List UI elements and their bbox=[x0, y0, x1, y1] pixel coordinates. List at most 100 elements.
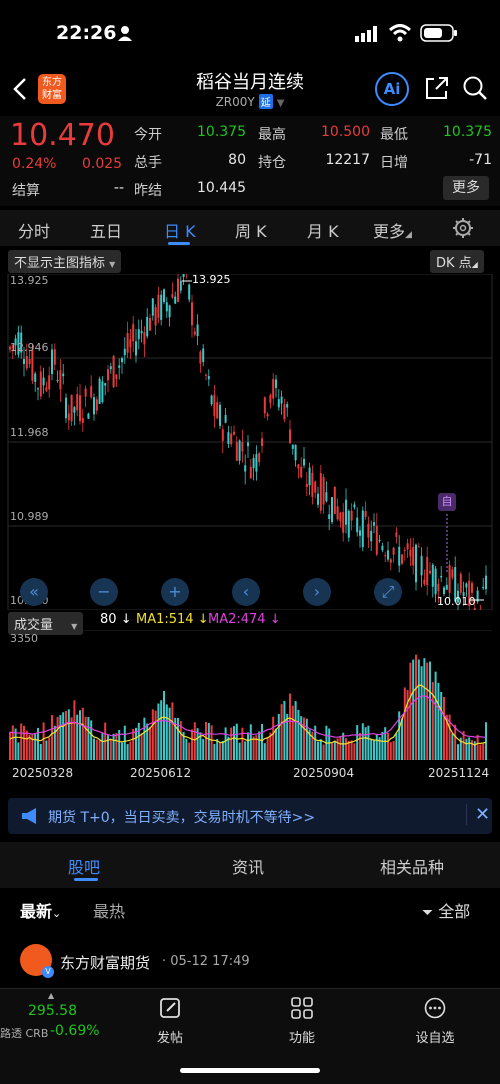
dk-select[interactable]: DK 点◢ bbox=[430, 250, 484, 273]
volume-bar bbox=[387, 732, 389, 760]
volume-bar bbox=[445, 714, 448, 760]
sort-hot[interactable]: 最热 bbox=[93, 902, 126, 921]
index-ticker[interactable]: ▲ 295.58 路透 CRB -0.69% bbox=[0, 989, 110, 1049]
candle bbox=[132, 315, 135, 353]
sort-latest[interactable]: 最新⌄ bbox=[20, 898, 61, 922]
more-button[interactable]: 更多 bbox=[443, 176, 489, 200]
app-logo: 东方 财富 bbox=[38, 74, 66, 104]
fullscreen-button[interactable]: ⤢ bbox=[374, 578, 402, 606]
settings-icon[interactable] bbox=[452, 217, 474, 243]
volume-bar bbox=[17, 742, 20, 760]
scroll-left-fast-button[interactable]: « bbox=[20, 578, 48, 606]
candle bbox=[249, 458, 252, 479]
volume-bar bbox=[59, 715, 62, 760]
home-indicator bbox=[180, 1068, 320, 1073]
settle-value: -- bbox=[113, 180, 124, 196]
volume-bar bbox=[303, 717, 305, 760]
volume-bar bbox=[423, 658, 426, 760]
volume-bar bbox=[98, 740, 101, 760]
volume-bar bbox=[20, 723, 23, 760]
scroll-right-button[interactable]: › bbox=[303, 578, 331, 606]
self-select-marker[interactable]: 自 bbox=[438, 493, 456, 511]
candle bbox=[328, 504, 331, 531]
candle bbox=[314, 480, 317, 499]
volume-bar bbox=[249, 724, 252, 760]
volume-bar bbox=[468, 737, 471, 760]
community-tabs: 股吧 资讯 相关品种 bbox=[0, 842, 500, 888]
candle bbox=[482, 578, 485, 591]
volume-bar bbox=[28, 734, 31, 760]
volume-bar bbox=[364, 727, 367, 760]
volume-bar bbox=[112, 733, 115, 760]
more-circle-icon bbox=[424, 997, 446, 1019]
tab-guba[interactable]: 股吧 bbox=[68, 858, 101, 877]
volume-bar bbox=[403, 687, 406, 760]
volume-bar bbox=[154, 710, 157, 760]
volume-bar bbox=[462, 731, 465, 760]
search-icon[interactable] bbox=[462, 75, 488, 105]
tab-intraday[interactable]: 分时 bbox=[18, 222, 51, 241]
candle bbox=[73, 405, 76, 426]
kline-chart[interactable]: 不显示主图指标 ▼ DK 点◢ 13.925 12.946 11.968 10.… bbox=[0, 246, 500, 791]
candle bbox=[258, 451, 261, 467]
volume-bar bbox=[95, 739, 98, 760]
volume-bar bbox=[359, 732, 361, 760]
volume-bar bbox=[258, 731, 261, 760]
volume-bar bbox=[333, 740, 336, 760]
ma1-value: MA1:514 ↓ bbox=[136, 612, 209, 627]
volume-bar bbox=[389, 742, 392, 760]
volume-select[interactable]: 成交量 ▼ bbox=[8, 612, 84, 635]
candle bbox=[37, 387, 39, 401]
function-button[interactable]: 功能 bbox=[282, 997, 322, 1046]
scroll-left-button[interactable]: ‹ bbox=[232, 578, 260, 606]
filter-button[interactable]: ⏷ 全部 bbox=[422, 898, 470, 922]
candle bbox=[370, 520, 373, 551]
tab-more-label: 更多 bbox=[373, 222, 406, 241]
candle bbox=[269, 393, 272, 409]
tab-related[interactable]: 相关品种 bbox=[380, 858, 445, 877]
candle bbox=[45, 381, 48, 392]
candle bbox=[28, 350, 31, 368]
volume-bar bbox=[196, 728, 199, 760]
post-item[interactable]: V 东方财富期货 · 05-12 17:49 bbox=[0, 938, 500, 986]
volume-bar bbox=[210, 725, 213, 760]
candle bbox=[196, 314, 199, 346]
volume-bar bbox=[160, 700, 163, 760]
candle bbox=[193, 327, 196, 337]
volume-bar bbox=[129, 741, 132, 760]
post-button[interactable]: 发帖 bbox=[150, 997, 190, 1046]
ai-button[interactable]: Ai bbox=[375, 72, 409, 106]
high-marker-label: 13.925 bbox=[192, 273, 231, 286]
tab-month-k[interactable]: 月 K bbox=[307, 222, 339, 241]
add-watchlist-button[interactable]: 设自选 bbox=[410, 997, 460, 1046]
tab-five-day[interactable]: 五日 bbox=[90, 222, 123, 241]
tab-more[interactable]: 更多◢ bbox=[373, 218, 412, 242]
candle bbox=[398, 535, 401, 573]
candle bbox=[247, 435, 249, 459]
status-bar: 22:26 bbox=[0, 0, 500, 64]
ma2-value-text: MA2:474 bbox=[208, 612, 266, 627]
tab-week-k[interactable]: 周 K bbox=[235, 222, 267, 241]
promo-banner[interactable]: 期货 T+0，当日买卖，交易时机不等待>> ✕ bbox=[8, 798, 492, 834]
zoom-out-button[interactable]: − bbox=[90, 578, 118, 606]
candle bbox=[423, 569, 426, 586]
indicator-select[interactable]: 不显示主图指标 ▼ bbox=[8, 250, 122, 273]
candle bbox=[101, 376, 104, 404]
zoom-in-button[interactable]: + bbox=[161, 578, 189, 606]
tab-news[interactable]: 资讯 bbox=[232, 858, 265, 877]
candle bbox=[454, 556, 457, 603]
back-icon[interactable] bbox=[12, 76, 28, 106]
candle bbox=[389, 558, 392, 571]
volume-bar bbox=[207, 722, 210, 760]
tab-day-k[interactable]: 日 K bbox=[164, 222, 196, 241]
close-icon[interactable]: ✕ bbox=[466, 804, 490, 825]
candle bbox=[70, 394, 73, 427]
post-author: 东方财富期货 bbox=[60, 954, 151, 972]
corner-triangle-icon: ◢ bbox=[471, 260, 478, 269]
contract-code[interactable]: ZR00Y 延 ▼ bbox=[0, 94, 500, 109]
candle bbox=[277, 389, 280, 411]
oi-change-label: 日增 bbox=[380, 155, 408, 171]
volume-bar bbox=[132, 728, 135, 760]
volume-bar bbox=[219, 742, 221, 760]
share-icon[interactable] bbox=[424, 75, 450, 105]
